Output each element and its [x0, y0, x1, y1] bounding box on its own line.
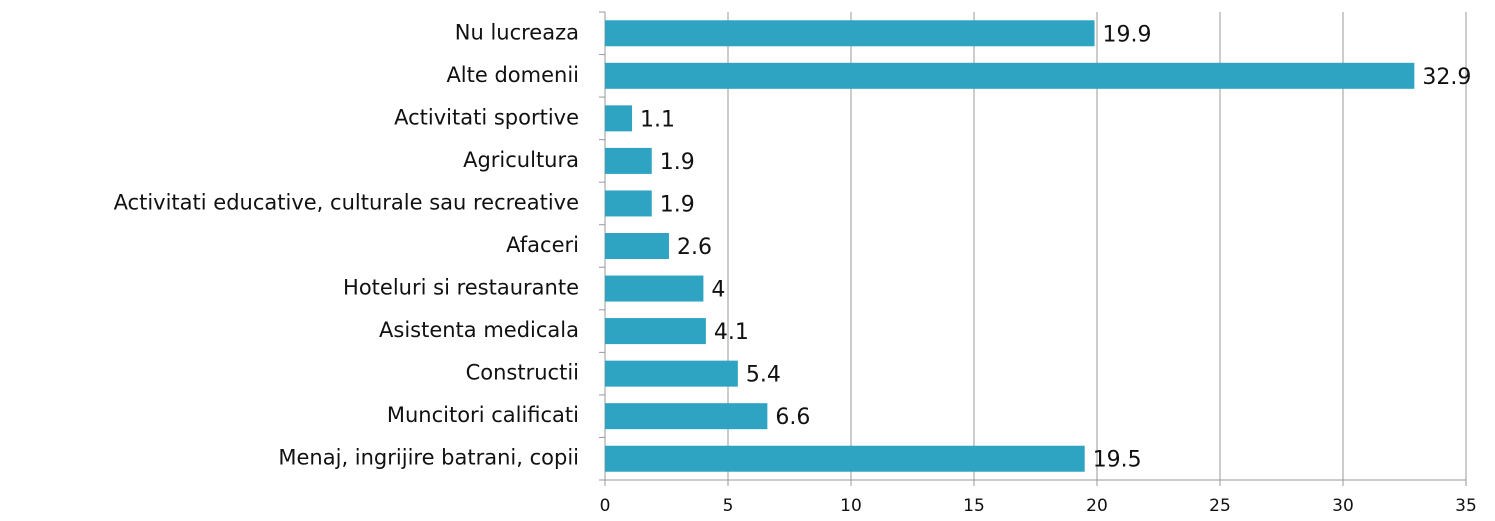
y-tick-label: Asistenta medicala	[379, 318, 579, 342]
value-label: 1.9	[660, 192, 695, 217]
value-label: 19.5	[1093, 448, 1142, 473]
bar	[605, 275, 704, 302]
bar	[605, 105, 633, 132]
value-label: 4	[711, 278, 725, 303]
value-label: 6.6	[775, 405, 810, 430]
x-tick-label: 20	[1086, 496, 1108, 516]
value-label: 5.4	[746, 363, 781, 388]
bar	[605, 318, 706, 345]
x-tick-label: 0	[600, 496, 611, 516]
y-tick-label: Nu lucreaza	[455, 20, 579, 44]
bar	[605, 360, 738, 387]
y-tick-label: Muncitori calificati	[387, 403, 579, 427]
value-label: 1.9	[660, 150, 695, 175]
y-tick-label: Hoteluri si restaurante	[343, 276, 579, 300]
x-tick-label: 25	[1209, 496, 1231, 516]
bar	[605, 190, 652, 217]
bar	[605, 147, 652, 174]
y-tick-label: Menaj, ingrijire batrani, copii	[278, 446, 579, 470]
bar	[605, 20, 1095, 47]
value-label: 2.6	[677, 235, 712, 260]
x-tick-label: 5	[723, 496, 734, 516]
x-tick-label: 10	[840, 496, 862, 516]
value-label: 19.9	[1103, 22, 1152, 47]
value-label: 4.1	[714, 320, 749, 345]
y-tick-label: Activitati educative, culturale sau recr…	[114, 190, 579, 214]
x-tick-label: 15	[963, 496, 985, 516]
y-tick-label: Activitati sportive	[394, 105, 579, 129]
bar	[605, 445, 1085, 472]
bar	[605, 233, 669, 259]
value-label: 1.1	[640, 107, 675, 132]
x-tick-label: 30	[1332, 496, 1354, 516]
x-tick-label: 35	[1455, 496, 1477, 516]
y-tick-label: Afaceri	[506, 233, 579, 257]
value-label: 32.9	[1422, 65, 1471, 90]
bar	[605, 403, 768, 430]
bar	[605, 62, 1415, 89]
y-tick-label: Alte domenii	[446, 63, 579, 87]
y-tick-label: Constructii	[466, 361, 579, 385]
y-tick-label: Agricultura	[463, 148, 579, 172]
